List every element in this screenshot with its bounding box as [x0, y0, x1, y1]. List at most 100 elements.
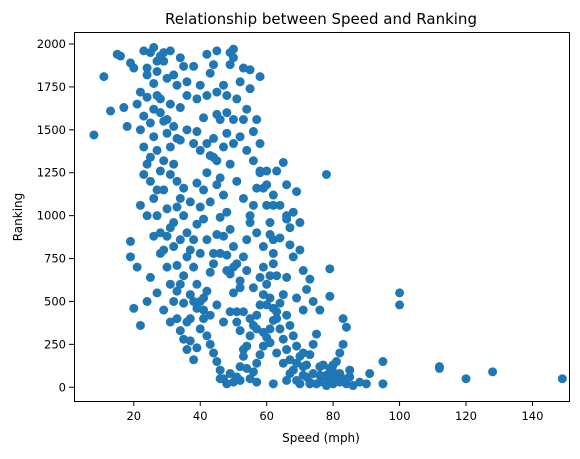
data-point	[159, 185, 169, 195]
data-point	[245, 84, 255, 94]
data-point	[461, 374, 471, 384]
data-point	[235, 283, 245, 293]
data-point	[179, 298, 189, 308]
data-point	[125, 236, 135, 246]
data-point	[268, 315, 278, 325]
data-point	[205, 267, 215, 277]
data-point	[265, 271, 275, 281]
data-point	[139, 142, 149, 152]
data-point	[235, 326, 245, 336]
y-tick-label: 500	[44, 294, 66, 308]
x-axis-label: Speed (mph)	[282, 431, 360, 445]
data-point	[129, 303, 139, 313]
data-point	[265, 338, 275, 348]
data-point	[308, 296, 318, 306]
data-point	[145, 118, 155, 128]
data-point	[155, 248, 165, 258]
data-point	[149, 132, 159, 142]
data-point	[434, 363, 444, 373]
data-point	[278, 157, 288, 167]
data-point	[185, 197, 195, 207]
data-point	[205, 339, 215, 349]
data-point	[142, 92, 152, 102]
data-point	[328, 372, 338, 382]
data-point	[202, 91, 212, 100]
data-point	[228, 53, 238, 63]
data-point	[245, 218, 255, 228]
data-point	[202, 286, 212, 296]
data-point	[238, 193, 248, 203]
data-point	[142, 159, 152, 169]
x-tick-label: 20	[126, 409, 141, 423]
data-point	[295, 379, 305, 389]
data-point	[325, 363, 335, 373]
data-point	[202, 331, 212, 341]
data-point	[212, 87, 222, 97]
data-point	[195, 80, 205, 90]
data-point	[255, 350, 265, 360]
data-point	[228, 139, 238, 149]
data-point	[275, 324, 285, 334]
data-point	[238, 307, 248, 317]
data-point	[235, 276, 245, 286]
data-point	[285, 369, 295, 379]
data-point	[162, 73, 172, 83]
data-point	[341, 374, 351, 384]
data-point	[192, 303, 202, 313]
data-point	[106, 106, 116, 116]
data-point	[252, 183, 262, 193]
data-point	[258, 341, 268, 351]
data-point	[209, 133, 219, 143]
data-point	[282, 211, 292, 221]
data-point	[145, 152, 155, 162]
data-point	[172, 80, 182, 90]
data-point	[272, 348, 282, 358]
data-point	[338, 339, 348, 349]
data-point	[258, 290, 268, 300]
y-axis-label: Ranking	[11, 193, 25, 242]
data-point	[285, 320, 295, 330]
data-point	[129, 63, 139, 73]
data-point	[292, 187, 302, 197]
data-point	[258, 242, 268, 252]
data-point	[135, 125, 145, 135]
data-point	[172, 314, 182, 324]
data-point	[378, 379, 388, 389]
data-point	[292, 358, 302, 368]
data-point	[205, 68, 215, 78]
data-point	[199, 113, 209, 123]
data-point	[285, 223, 295, 233]
chart-title: Relationship between Speed and Ranking	[165, 10, 477, 28]
data-point	[302, 284, 312, 294]
data-point	[145, 272, 155, 282]
data-point	[175, 279, 185, 289]
data-point	[122, 121, 132, 131]
data-point	[202, 49, 212, 59]
data-point	[179, 271, 189, 281]
data-point	[395, 300, 405, 310]
data-point	[242, 145, 252, 155]
data-point	[139, 169, 149, 179]
data-point	[242, 363, 252, 373]
data-point	[288, 207, 298, 217]
data-point	[219, 80, 228, 90]
data-point	[265, 218, 275, 228]
data-point	[219, 190, 228, 200]
data-point	[228, 242, 238, 252]
data-point	[175, 103, 185, 113]
data-point	[199, 314, 209, 324]
data-point	[192, 219, 202, 229]
data-point	[278, 358, 288, 368]
data-point	[222, 91, 232, 100]
data-point	[245, 314, 255, 324]
data-point	[268, 379, 278, 389]
data-point	[225, 159, 235, 169]
data-point	[232, 307, 242, 317]
data-point	[162, 115, 172, 125]
data-point	[125, 252, 135, 262]
data-point	[248, 127, 258, 137]
data-point	[182, 91, 192, 100]
data-point	[348, 381, 358, 391]
data-point	[262, 300, 272, 310]
